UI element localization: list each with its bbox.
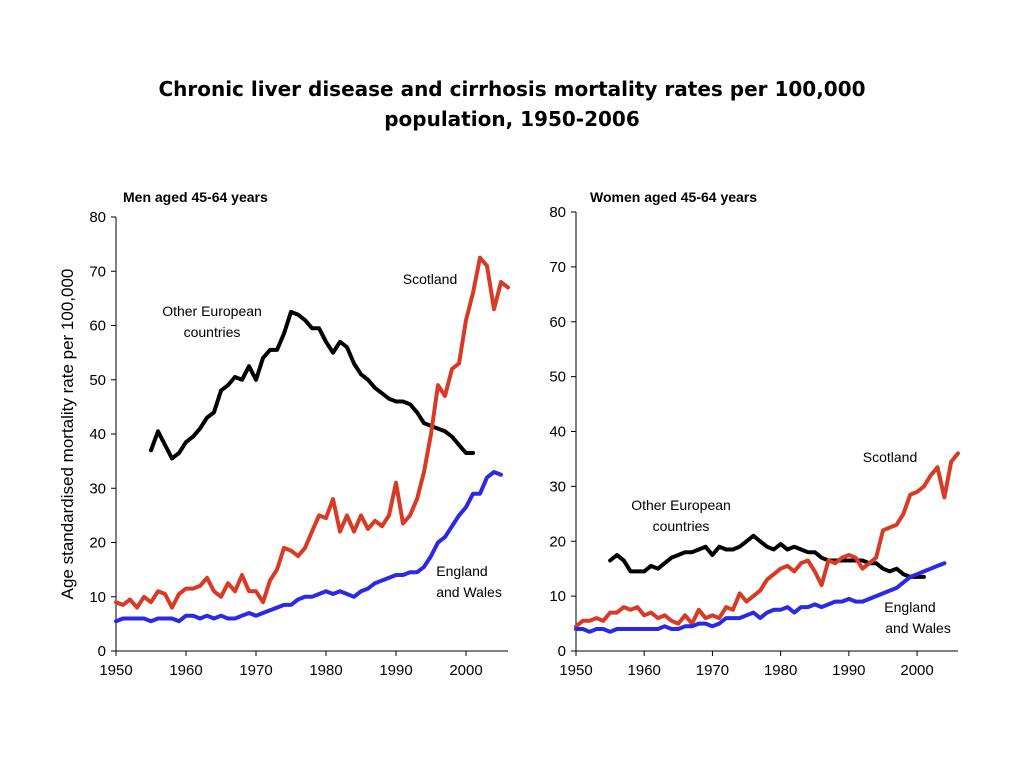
slide-title-line1: Chronic liver disease and cirrhosis mort… — [158, 77, 866, 101]
women-y-tick-label: 80 — [549, 204, 566, 221]
men-x-tick-label: 1980 — [309, 662, 342, 679]
women-series — [574, 451, 960, 634]
women-y-tick-label: 10 — [549, 588, 566, 605]
women-chart-title: Women aged 45-64 years — [590, 189, 757, 205]
women-x-tick-label: 2000 — [900, 662, 933, 679]
men-label-europe-1: Other European — [162, 303, 262, 319]
men-y-tick-label: 20 — [89, 535, 106, 552]
women-y-tick-label: 60 — [549, 314, 566, 331]
men-x-tick-label: 1950 — [99, 662, 132, 679]
men-y-tick-label: 0 — [98, 643, 106, 660]
women-label-england-1: England — [884, 599, 935, 615]
women-axes: 0 10 20 30 40 50 60 70 80 1950 1960 1970 1980 1990 200… — [549, 204, 958, 679]
men-x-tick-label: 1970 — [239, 662, 272, 679]
men-series-scotland-line — [114, 255, 510, 610]
men-series-europe-line — [149, 309, 475, 461]
women-label-europe-1: Other European — [631, 497, 731, 513]
men-series — [114, 255, 510, 624]
men-y-tick-label: 60 — [89, 318, 106, 335]
men-x-tick-label: 1990 — [379, 662, 412, 679]
women-series-scotland-line — [574, 451, 960, 629]
men-y-tick-label: 10 — [89, 589, 106, 606]
men-label-england-1: England — [436, 563, 487, 579]
men-label-scotland: Scotland — [403, 271, 457, 287]
men-label-england-2: and Wales — [436, 584, 502, 600]
women-y-tick-label: 50 — [549, 369, 566, 386]
women-y-tick-label: 40 — [549, 424, 566, 441]
women-y-tick-label: 20 — [549, 533, 566, 550]
men-chart-title: Men aged 45-64 years — [123, 189, 268, 205]
men-axes: 0 10 20 30 40 50 60 70 80 1950 1960 1970 1980 1990 200… — [89, 209, 508, 679]
women-y-tick-label: 70 — [549, 259, 566, 276]
men-y-tick-label: 30 — [89, 480, 106, 497]
slide-title-line2: population, 1950-2006 — [384, 107, 640, 131]
men-y-tick-label: 80 — [89, 209, 106, 226]
men-x-tick-label: 1960 — [169, 662, 202, 679]
women-label-scotland: Scotland — [863, 449, 917, 465]
men-x-tick-label: 2000 — [449, 662, 482, 679]
women-x-tick-label: 1980 — [764, 662, 797, 679]
women-series-england-line — [574, 561, 947, 634]
men-label-europe-2: countries — [184, 324, 241, 340]
women-label-england-2: and Wales — [885, 620, 951, 636]
women-x-tick-label: 1960 — [628, 662, 661, 679]
women-y-tick-label: 30 — [549, 478, 566, 495]
men-y-tick-label: 40 — [89, 426, 106, 443]
men-y-axis-label: Age standardised mortality rate per 100,… — [58, 269, 77, 600]
men-y-tick-label: 70 — [89, 263, 106, 280]
women-y-tick-label: 0 — [558, 643, 566, 660]
men-y-tick-label: 50 — [89, 372, 106, 389]
women-label-europe-2: countries — [653, 518, 710, 534]
slide-title: Chronic liver disease and cirrhosis mort… — [112, 74, 912, 134]
women-x-tick-label: 1990 — [832, 662, 865, 679]
women-x-tick-label: 1950 — [559, 662, 592, 679]
women-x-tick-label: 1970 — [696, 662, 729, 679]
men-series-england-line — [114, 470, 503, 624]
